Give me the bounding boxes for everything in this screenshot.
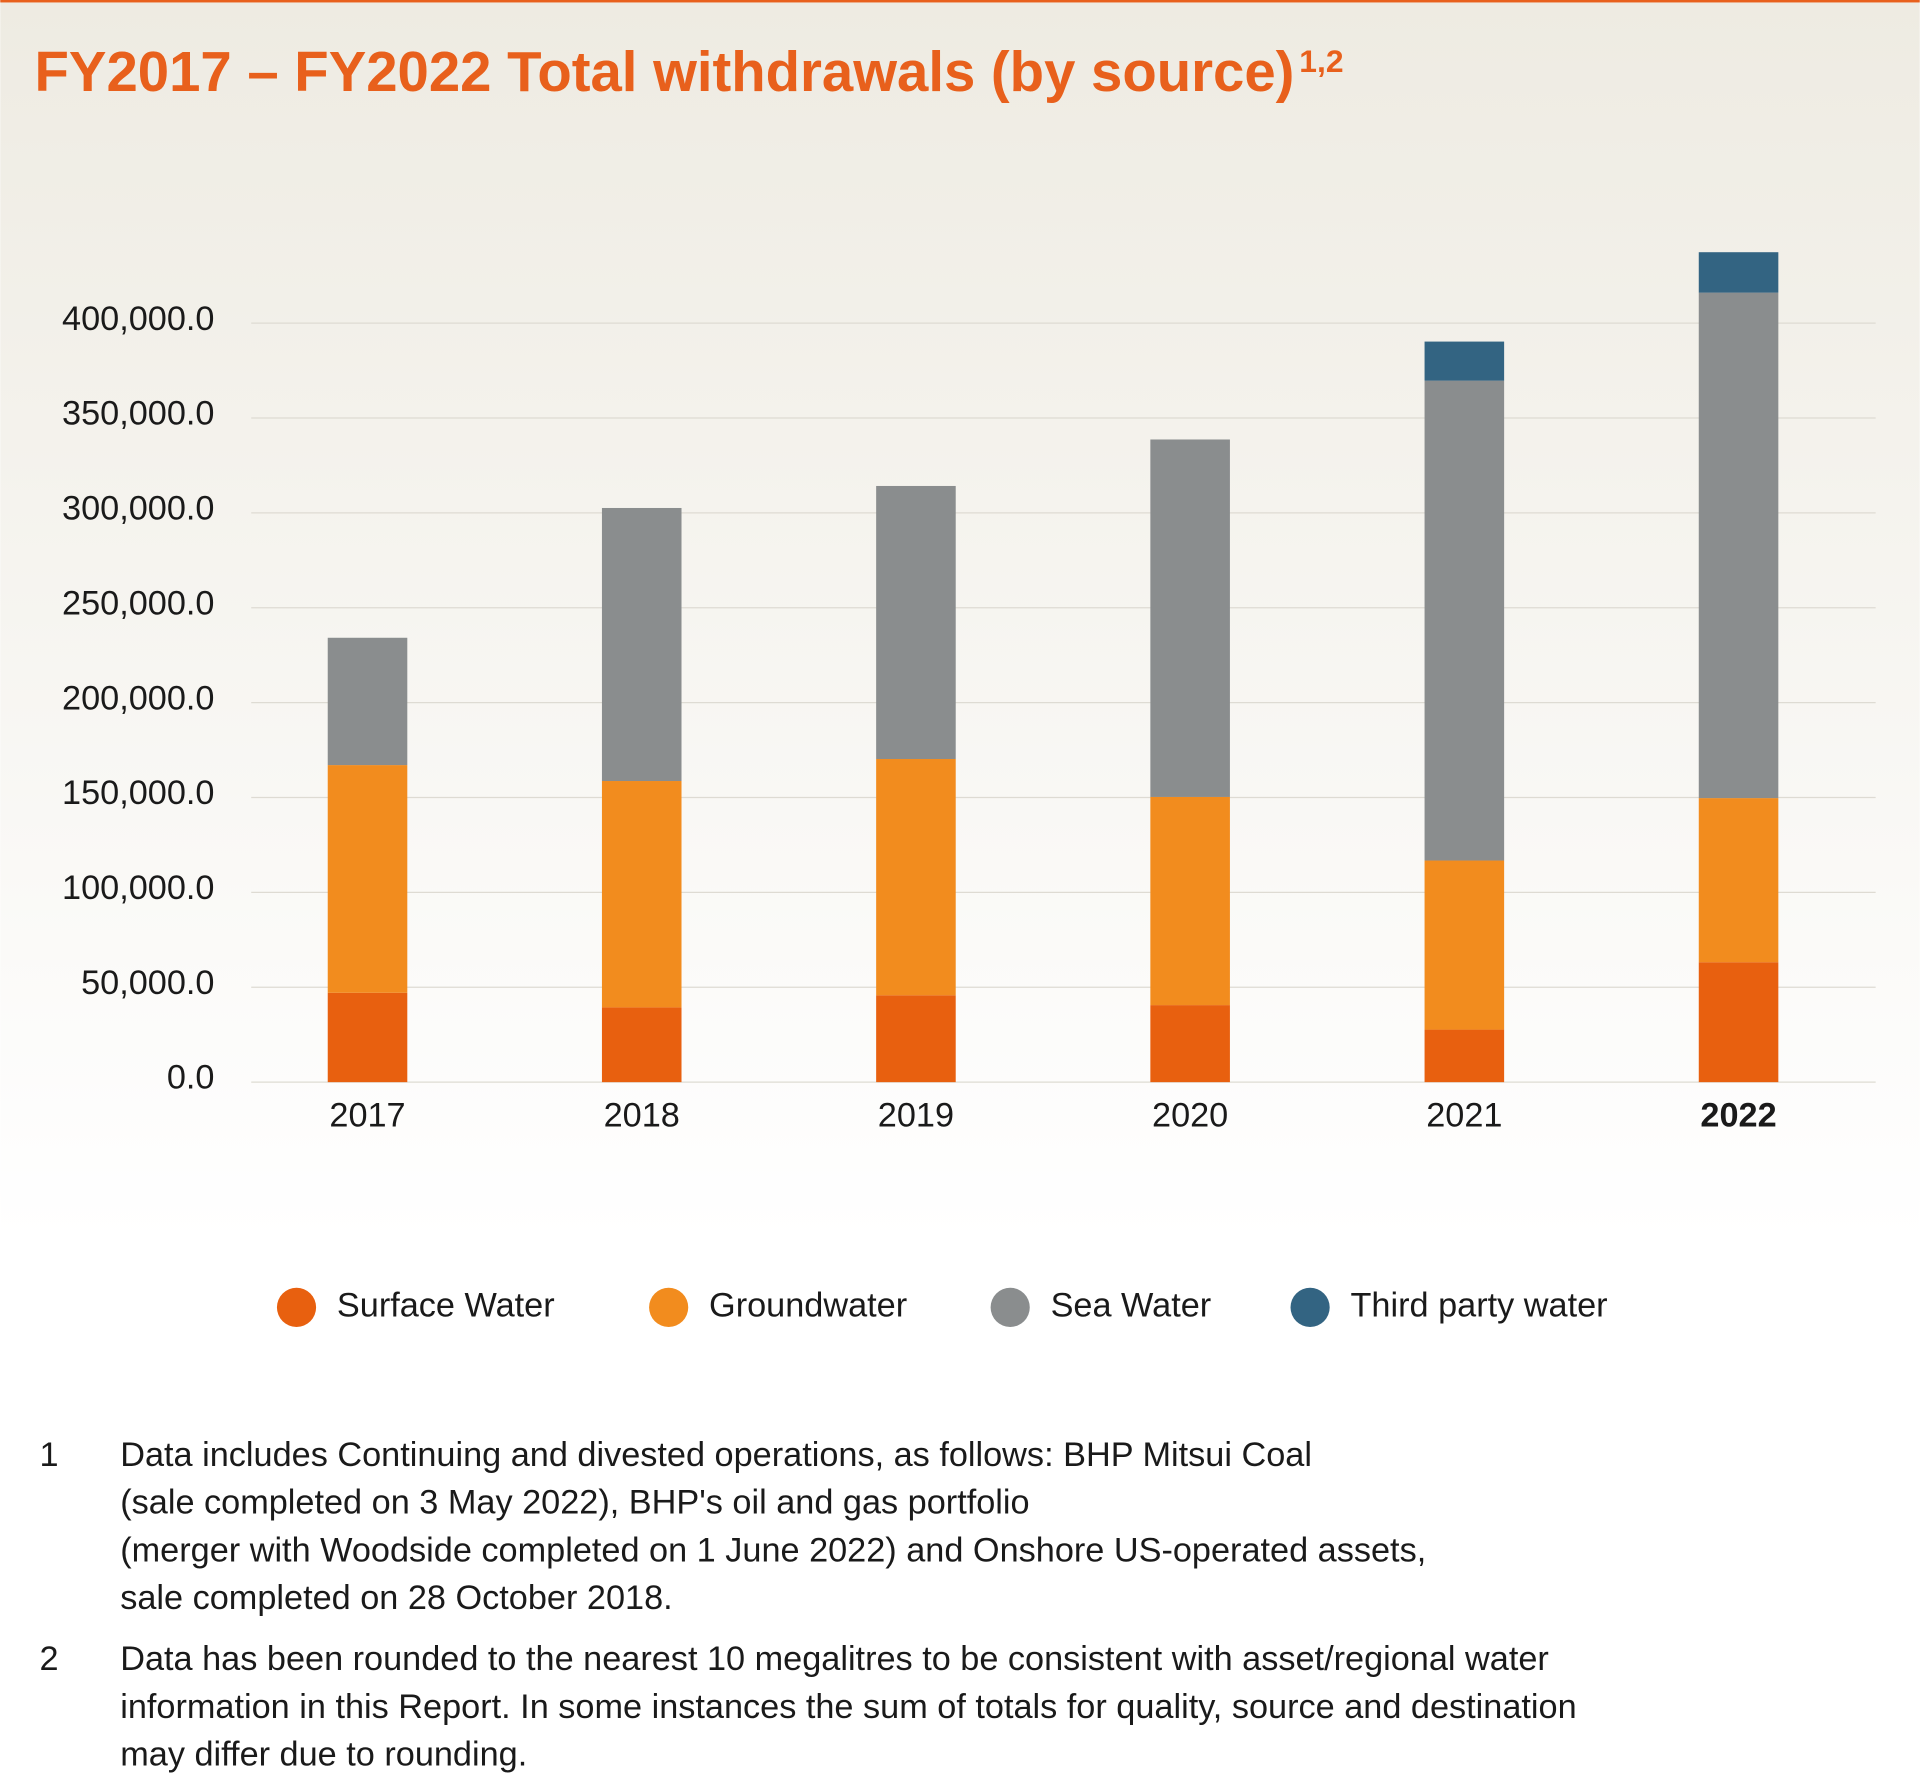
y-tick-label: 100,000.0 [62,869,214,907]
bar-segment [327,992,408,1083]
title-superscript: 1,2 [1299,43,1343,79]
x-tick-label: 2018 [604,1097,680,1135]
bar-segment [1424,341,1505,381]
footnote-text: (sale completed on 3 May 2022), BHP's oi… [120,1484,1029,1522]
bar-segment [327,637,408,766]
bar-segment [876,759,956,996]
y-tick-label: 50,000.0 [81,964,214,1002]
footnote-text: sale completed on 28 October 2018. [120,1579,672,1617]
y-tick-label: 0.0 [167,1059,215,1097]
bar-segment [1424,1029,1505,1083]
x-tick-label: 2020 [1152,1097,1228,1135]
legend-label: Groundwater [709,1286,907,1324]
legend-label: Sea Water [1051,1286,1212,1324]
chart-title: FY2017 – FY2022 Total withdrawals (by so… [35,40,1295,103]
legend-swatch [276,1287,317,1327]
legend-swatch [649,1287,689,1327]
bar-segment [1698,252,1779,293]
y-tick-label: 400,000.0 [62,300,214,338]
x-tick-label: 2017 [329,1097,405,1135]
top-rule [0,0,1920,3]
bar-segment [876,995,956,1083]
y-tick-label: 150,000.0 [62,774,214,812]
footnote-number: 2 [39,1640,58,1678]
bar-segment [601,1007,682,1083]
bar-segment [1150,796,1230,1006]
footnote-text: (merger with Woodside completed on 1 Jun… [120,1531,1426,1569]
legend-swatch [1290,1287,1330,1327]
bar-segment [601,507,682,782]
x-tick-label: 2019 [878,1097,954,1135]
bar-segment [1698,962,1779,1083]
bar-segment [1698,798,1779,963]
bar-segment [601,781,682,1008]
y-tick-label: 350,000.0 [62,395,214,433]
bar-segment [327,765,408,993]
footnote-text: Data includes Continuing and divested op… [120,1436,1312,1474]
footnote-text: information in this Report. In some inst… [120,1688,1576,1726]
bar-segment [1150,439,1230,797]
footnote-text: may differ due to rounding. [120,1736,527,1774]
y-tick-label: 300,000.0 [62,490,214,528]
bar-segment [1150,1005,1230,1083]
legend-label: Third party water [1351,1286,1608,1324]
bar-segment [1424,860,1505,1030]
bar-segment [876,485,956,760]
footnote-number: 1 [39,1436,58,1474]
bar-segment [1424,380,1505,861]
legend-swatch [990,1287,1030,1327]
legend-label: Surface Water [337,1286,555,1324]
x-tick-label: 2021 [1426,1097,1502,1135]
x-tick-label: 2022 [1700,1097,1776,1135]
bar-segment [1698,292,1779,799]
y-tick-label: 250,000.0 [62,584,214,622]
footnote-text: Data has been rounded to the nearest 10 … [120,1640,1549,1678]
y-tick-label: 200,000.0 [62,679,214,717]
